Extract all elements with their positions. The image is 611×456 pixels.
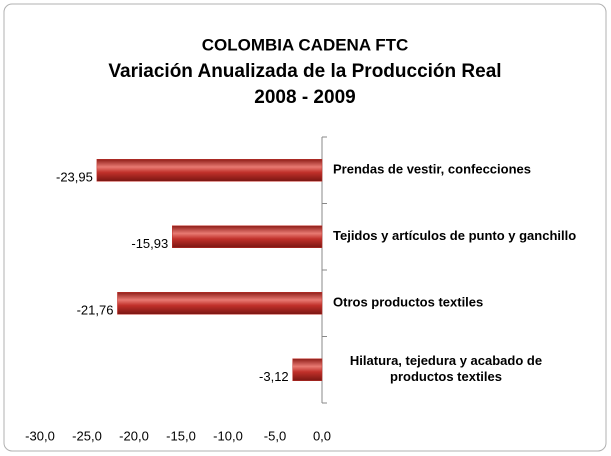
category-label: Prendas de vestir, confecciones bbox=[333, 162, 531, 177]
category-label: productos textiles bbox=[390, 369, 502, 384]
x-tick-label: -25,0 bbox=[72, 428, 102, 443]
data-label: -3,12 bbox=[259, 369, 289, 384]
bar bbox=[292, 358, 323, 381]
bar bbox=[96, 159, 323, 182]
data-label: -15,93 bbox=[131, 236, 168, 251]
x-tick-label: -15,0 bbox=[166, 428, 196, 443]
category-label: Otros productos textiles bbox=[333, 295, 483, 310]
category-label: Hilatura, tejedura y acabado de bbox=[350, 353, 542, 368]
x-tick-label: -10,0 bbox=[213, 428, 243, 443]
chart-title: COLOMBIA CADENA FTC bbox=[202, 35, 409, 54]
data-label: -21,76 bbox=[77, 303, 114, 318]
chart-title: 2008 - 2009 bbox=[254, 87, 355, 108]
x-tick-label: 0,0 bbox=[313, 428, 331, 443]
bar bbox=[117, 292, 323, 315]
bar bbox=[172, 225, 323, 248]
x-tick-label: -30,0 bbox=[25, 428, 55, 443]
data-label: -23,95 bbox=[56, 170, 93, 185]
chart-title: Variación Anualizada de la Producción Re… bbox=[108, 61, 501, 82]
x-tick-label: -5,0 bbox=[264, 428, 286, 443]
category-label: Tejidos y artículos de punto y ganchillo bbox=[333, 228, 576, 243]
x-tick-label: -20,0 bbox=[119, 428, 149, 443]
